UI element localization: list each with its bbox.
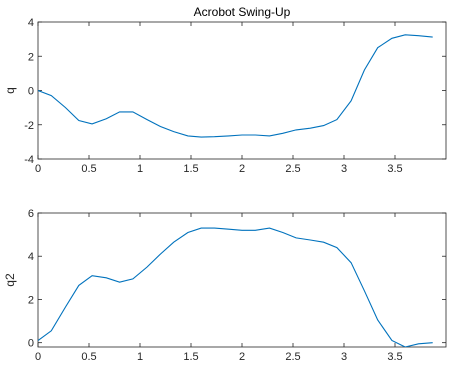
x-tick-label: 0.5 [81,163,96,175]
y-tick-label: 6 [28,208,34,220]
x-tick-label: 3.5 [387,163,402,175]
y-axis-label: q [3,87,17,94]
y-tick-label: -4 [24,154,34,166]
x-tick-label: 3.5 [387,351,402,363]
x-tick-label: 1.5 [183,163,198,175]
plot-q2: 0 0.5 1 1.5 2 2.5 3 3.5 0 2 4 6 q2 [3,208,447,363]
x-tick-label: 1 [137,351,143,363]
series-line [38,227,433,347]
y-tick-label: 4 [28,251,34,263]
x-tick-label: 2.5 [285,163,300,175]
y-tick-label: 0 [28,338,34,350]
x-tick-label: 2 [239,163,245,175]
x-tick-label: 1 [137,163,143,175]
x-tick-label: 0 [35,163,41,175]
y-tick-label: 4 [28,17,34,29]
axes-box [37,21,447,160]
x-tick-label: 3 [341,163,347,175]
x-tick-label: 0 [35,351,41,363]
y-axis-label: q2 [3,273,17,287]
x-tick-label: 0.5 [81,351,96,363]
y-tick-label: 0 [28,86,34,98]
x-tick-label: 1.5 [183,351,198,363]
x-tick-label: 2 [239,351,245,363]
plot-q: Acrobot Swing-Up 0 0.5 1 1.5 2 2.5 3 3.5 -4 -2 0 2 4 q [3,5,447,175]
y-tick-label: 2 [28,51,34,63]
y-tick-label: 2 [28,294,34,306]
y-tick-label: -2 [24,120,34,132]
chart-title: Acrobot Swing-Up [194,5,291,19]
x-tick-label: 2.5 [285,351,300,363]
series-line [38,34,433,138]
axes-box [37,212,447,348]
x-tick-label: 3 [341,351,347,363]
